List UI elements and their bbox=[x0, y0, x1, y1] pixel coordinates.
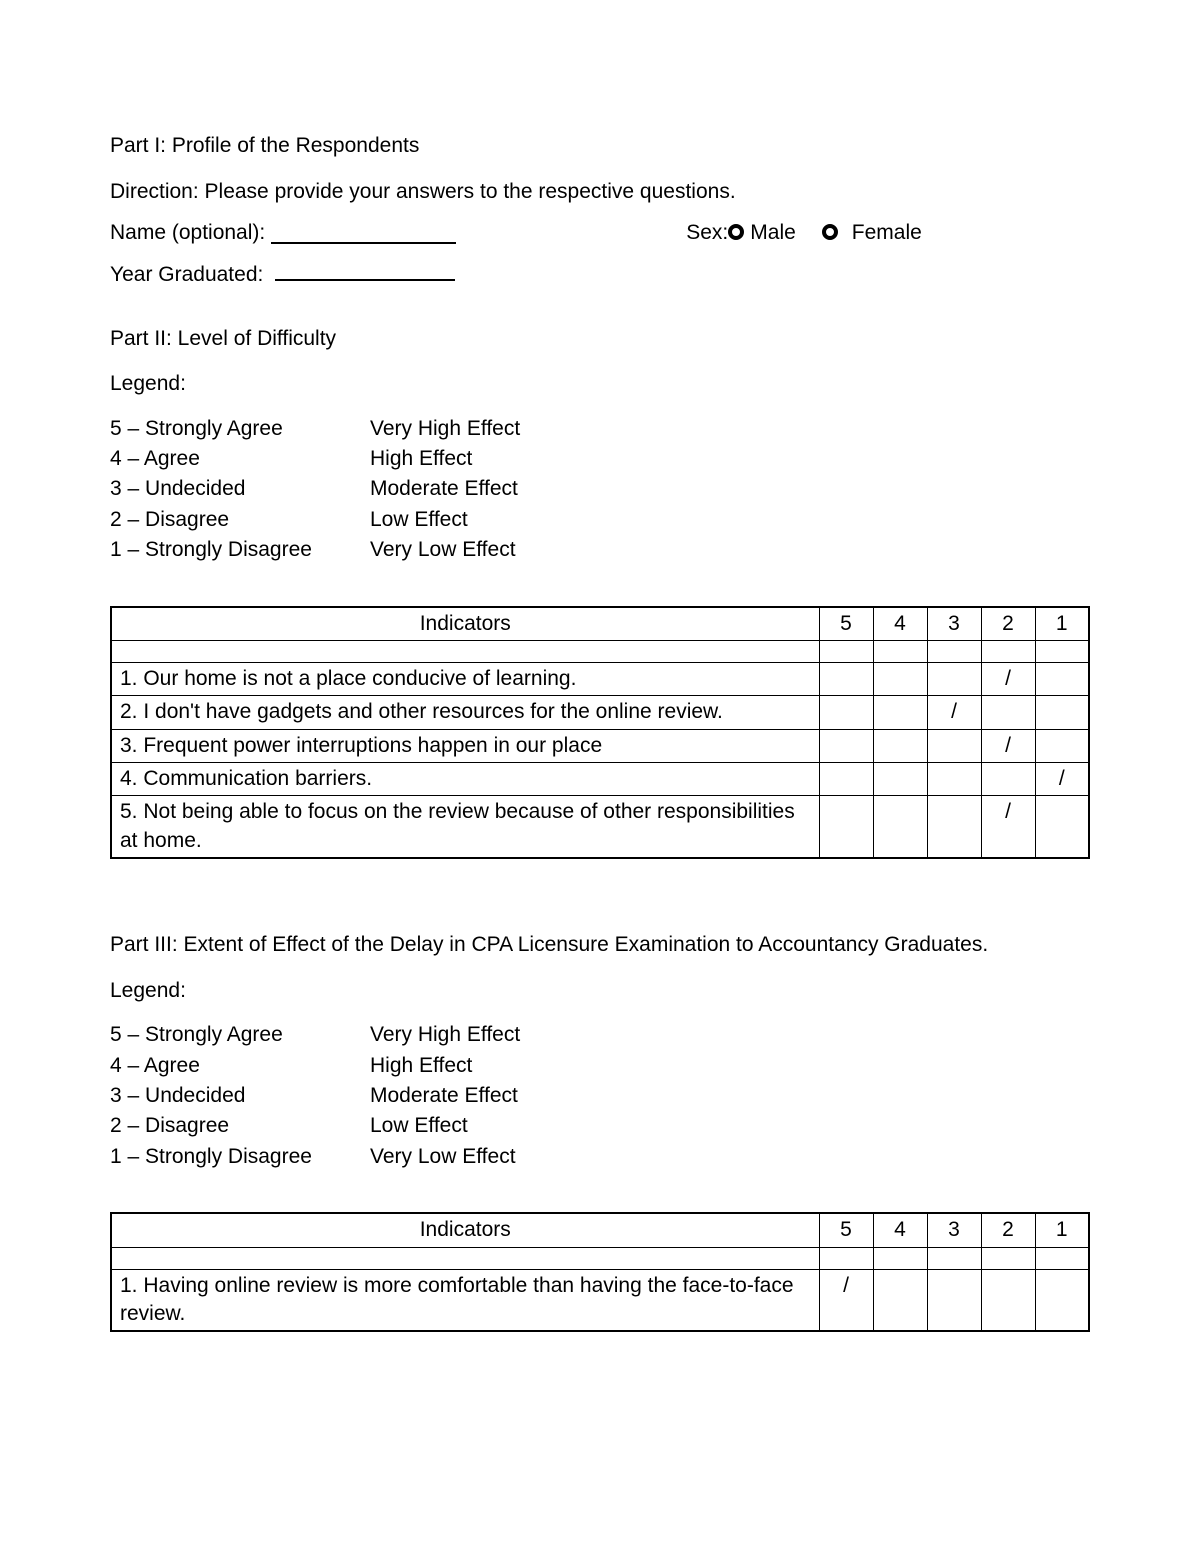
indicator-text: 2. I don't have gadgets and other resour… bbox=[111, 696, 819, 729]
legend-right-row: Moderate Effect bbox=[370, 1081, 520, 1111]
mark-cell[interactable]: / bbox=[927, 696, 981, 729]
year-input-line[interactable] bbox=[275, 260, 455, 281]
mark-cell[interactable] bbox=[1035, 796, 1089, 858]
legend-left-row: 1 – Strongly Disagree bbox=[110, 1142, 370, 1172]
mark-cell[interactable] bbox=[819, 696, 873, 729]
table-row: 4. Communication barriers. / bbox=[111, 763, 1089, 796]
legend-right-row: Low Effect bbox=[370, 1111, 520, 1141]
part3-legend-label: Legend: bbox=[110, 975, 1090, 1007]
indicator-text: 1. Our home is not a place conducive of … bbox=[111, 663, 819, 696]
name-input-line[interactable] bbox=[271, 223, 456, 244]
table-header-col: 3 bbox=[927, 607, 981, 641]
name-sex-row: Name (optional): Sex: Male Female bbox=[110, 221, 1090, 245]
mark-cell[interactable] bbox=[981, 763, 1035, 796]
sex-male-label: Male bbox=[750, 221, 796, 245]
mark-cell[interactable] bbox=[819, 729, 873, 762]
legend-left-row: 1 – Strongly Disagree bbox=[110, 535, 370, 565]
table-header-col: 3 bbox=[927, 1213, 981, 1247]
table-row: 1. Having online review is more comforta… bbox=[111, 1269, 1089, 1331]
part2-title: Part II: Level of Difficulty bbox=[110, 323, 1090, 355]
mark-cell[interactable] bbox=[873, 696, 927, 729]
legend-right-row: Low Effect bbox=[370, 505, 520, 535]
mark-cell[interactable]: / bbox=[819, 1269, 873, 1331]
legend-left-row: 2 – Disagree bbox=[110, 505, 370, 535]
legend-right-row: High Effect bbox=[370, 444, 520, 474]
legend-left-row: 5 – Strongly Agree bbox=[110, 414, 370, 444]
table-header-indicators: Indicators bbox=[111, 607, 819, 641]
legend-right-row: Very High Effect bbox=[370, 414, 520, 444]
mark-cell[interactable] bbox=[1035, 663, 1089, 696]
mark-cell[interactable] bbox=[873, 796, 927, 858]
table-header-col: 4 bbox=[873, 1213, 927, 1247]
table-row: 3. Frequent power interruptions happen i… bbox=[111, 729, 1089, 762]
part2-legend: 5 – Strongly Agree 4 – Agree 3 – Undecid… bbox=[110, 414, 1090, 566]
mark-cell[interactable] bbox=[1035, 729, 1089, 762]
radio-male[interactable] bbox=[728, 224, 744, 240]
table-header-col: 5 bbox=[819, 607, 873, 641]
part3-table: Indicators 5 4 3 2 1 1. Having online re… bbox=[110, 1212, 1090, 1332]
table-row: 1. Our home is not a place conducive of … bbox=[111, 663, 1089, 696]
indicator-text: 1. Having online review is more comforta… bbox=[111, 1269, 819, 1331]
table-header-col: 1 bbox=[1035, 1213, 1089, 1247]
mark-cell[interactable] bbox=[927, 663, 981, 696]
part1-title: Part I: Profile of the Respondents bbox=[110, 130, 1090, 162]
legend-right-row: High Effect bbox=[370, 1051, 520, 1081]
legend-left-row: 4 – Agree bbox=[110, 1051, 370, 1081]
mark-cell[interactable] bbox=[873, 1269, 927, 1331]
indicator-text: 5. Not being able to focus on the review… bbox=[111, 796, 819, 858]
mark-cell[interactable] bbox=[819, 663, 873, 696]
table-spacer-row bbox=[111, 641, 1089, 663]
mark-cell[interactable] bbox=[819, 796, 873, 858]
mark-cell[interactable] bbox=[819, 763, 873, 796]
document-page: Part I: Profile of the Respondents Direc… bbox=[0, 0, 1200, 1432]
mark-cell[interactable] bbox=[873, 763, 927, 796]
table-header-indicators: Indicators bbox=[111, 1213, 819, 1247]
mark-cell[interactable]: / bbox=[981, 663, 1035, 696]
legend-right-row: Very High Effect bbox=[370, 1020, 520, 1050]
table-row: 2. I don't have gadgets and other resour… bbox=[111, 696, 1089, 729]
part3-title: Part III: Extent of Effect of the Delay … bbox=[110, 929, 1090, 961]
table-header-col: 5 bbox=[819, 1213, 873, 1247]
part2-legend-label: Legend: bbox=[110, 368, 1090, 400]
mark-cell[interactable] bbox=[1035, 696, 1089, 729]
sex-female-label: Female bbox=[852, 221, 922, 245]
table-row: 5. Not being able to focus on the review… bbox=[111, 796, 1089, 858]
part3-legend: 5 – Strongly Agree 4 – Agree 3 – Undecid… bbox=[110, 1020, 1090, 1172]
legend-right-row: Moderate Effect bbox=[370, 474, 520, 504]
mark-cell[interactable]: / bbox=[981, 796, 1035, 858]
legend-left-row: 3 – Undecided bbox=[110, 474, 370, 504]
part2-table: Indicators 5 4 3 2 1 1. Our home is not … bbox=[110, 606, 1090, 859]
mark-cell[interactable] bbox=[927, 796, 981, 858]
year-label: Year Graduated: bbox=[110, 263, 263, 286]
radio-female[interactable] bbox=[822, 224, 838, 240]
table-header-col: 2 bbox=[981, 1213, 1035, 1247]
mark-cell[interactable] bbox=[981, 696, 1035, 729]
mark-cell[interactable] bbox=[927, 729, 981, 762]
mark-cell[interactable] bbox=[927, 1269, 981, 1331]
indicator-text: 4. Communication barriers. bbox=[111, 763, 819, 796]
legend-left-row: 2 – Disagree bbox=[110, 1111, 370, 1141]
mark-cell[interactable] bbox=[873, 663, 927, 696]
mark-cell[interactable] bbox=[981, 1269, 1035, 1331]
table-spacer-row bbox=[111, 1247, 1089, 1269]
mark-cell[interactable]: / bbox=[981, 729, 1035, 762]
indicator-text: 3. Frequent power interruptions happen i… bbox=[111, 729, 819, 762]
mark-cell[interactable] bbox=[1035, 1269, 1089, 1331]
table-header-col: 1 bbox=[1035, 607, 1089, 641]
legend-left-row: 3 – Undecided bbox=[110, 1081, 370, 1111]
year-row: Year Graduated: bbox=[110, 259, 1090, 291]
legend-left-row: 4 – Agree bbox=[110, 444, 370, 474]
legend-left-row: 5 – Strongly Agree bbox=[110, 1020, 370, 1050]
legend-right-row: Very Low Effect bbox=[370, 1142, 520, 1172]
table-header-col: 4 bbox=[873, 607, 927, 641]
name-label: Name (optional): bbox=[110, 221, 265, 245]
mark-cell[interactable] bbox=[873, 729, 927, 762]
mark-cell[interactable] bbox=[927, 763, 981, 796]
table-header-col: 2 bbox=[981, 607, 1035, 641]
legend-right-row: Very Low Effect bbox=[370, 535, 520, 565]
part1-direction: Direction: Please provide your answers t… bbox=[110, 176, 1090, 208]
mark-cell[interactable]: / bbox=[1035, 763, 1089, 796]
sex-label: Sex: bbox=[686, 221, 728, 245]
